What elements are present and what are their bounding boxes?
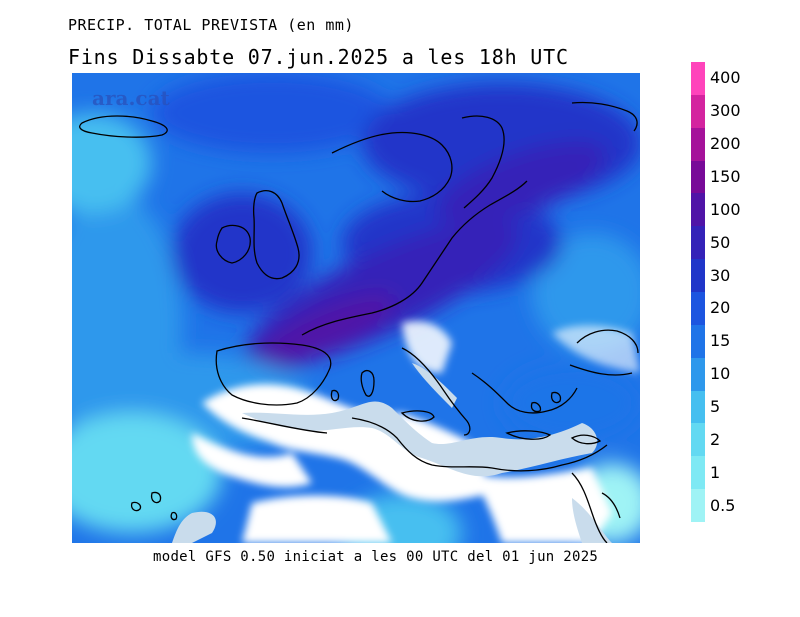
legend-swatch bbox=[691, 160, 705, 194]
color-scale-bar bbox=[691, 62, 705, 522]
legend-swatch bbox=[691, 127, 705, 161]
precip-field-layers bbox=[72, 73, 640, 543]
legend-swatch bbox=[691, 62, 705, 95]
legend-swatch bbox=[691, 456, 705, 490]
legend-label: 5 bbox=[710, 397, 721, 416]
legend-swatch bbox=[691, 324, 705, 358]
legend-swatch bbox=[691, 292, 705, 325]
legend-label: 15 bbox=[710, 331, 731, 351]
legend-swatch bbox=[691, 94, 705, 128]
legend-label: 10 bbox=[710, 364, 731, 384]
legend-label: 150 bbox=[710, 167, 741, 186]
legend-label: 200 bbox=[710, 134, 741, 154]
legend-swatch bbox=[691, 489, 705, 522]
watermark-logo: ara.cat bbox=[92, 86, 170, 110]
legend-swatch bbox=[691, 423, 705, 457]
legend-label: 30 bbox=[710, 265, 731, 285]
legend-label: 300 bbox=[710, 101, 741, 121]
legend-label: 20 bbox=[710, 298, 731, 318]
legend-label: 100 bbox=[710, 199, 741, 219]
legend-swatch bbox=[691, 193, 705, 227]
map-subtitle: Fins Dissabte 07.jun.2025 a les 18h UTC bbox=[68, 45, 569, 69]
legend-swatch bbox=[691, 357, 705, 391]
coastlines bbox=[79, 101, 639, 543]
legend-label: 2 bbox=[710, 429, 721, 449]
legend-label: 50 bbox=[710, 232, 731, 252]
legend-swatch bbox=[691, 226, 705, 260]
map-canvas bbox=[72, 73, 640, 543]
mediterranean-sea bbox=[172, 363, 612, 543]
precipitation-map bbox=[72, 73, 640, 543]
legend-label: 400 bbox=[710, 68, 741, 88]
legend-swatch bbox=[691, 259, 705, 292]
map-title: PRECIP. TOTAL PREVISTA (en mm) bbox=[68, 16, 354, 34]
legend-label: 1 bbox=[710, 462, 721, 482]
legend-label: 0.5 bbox=[710, 495, 736, 515]
model-info: model GFS 0.50 iniciat a les 00 UTC del … bbox=[153, 549, 599, 565]
legend-swatch bbox=[691, 390, 705, 424]
